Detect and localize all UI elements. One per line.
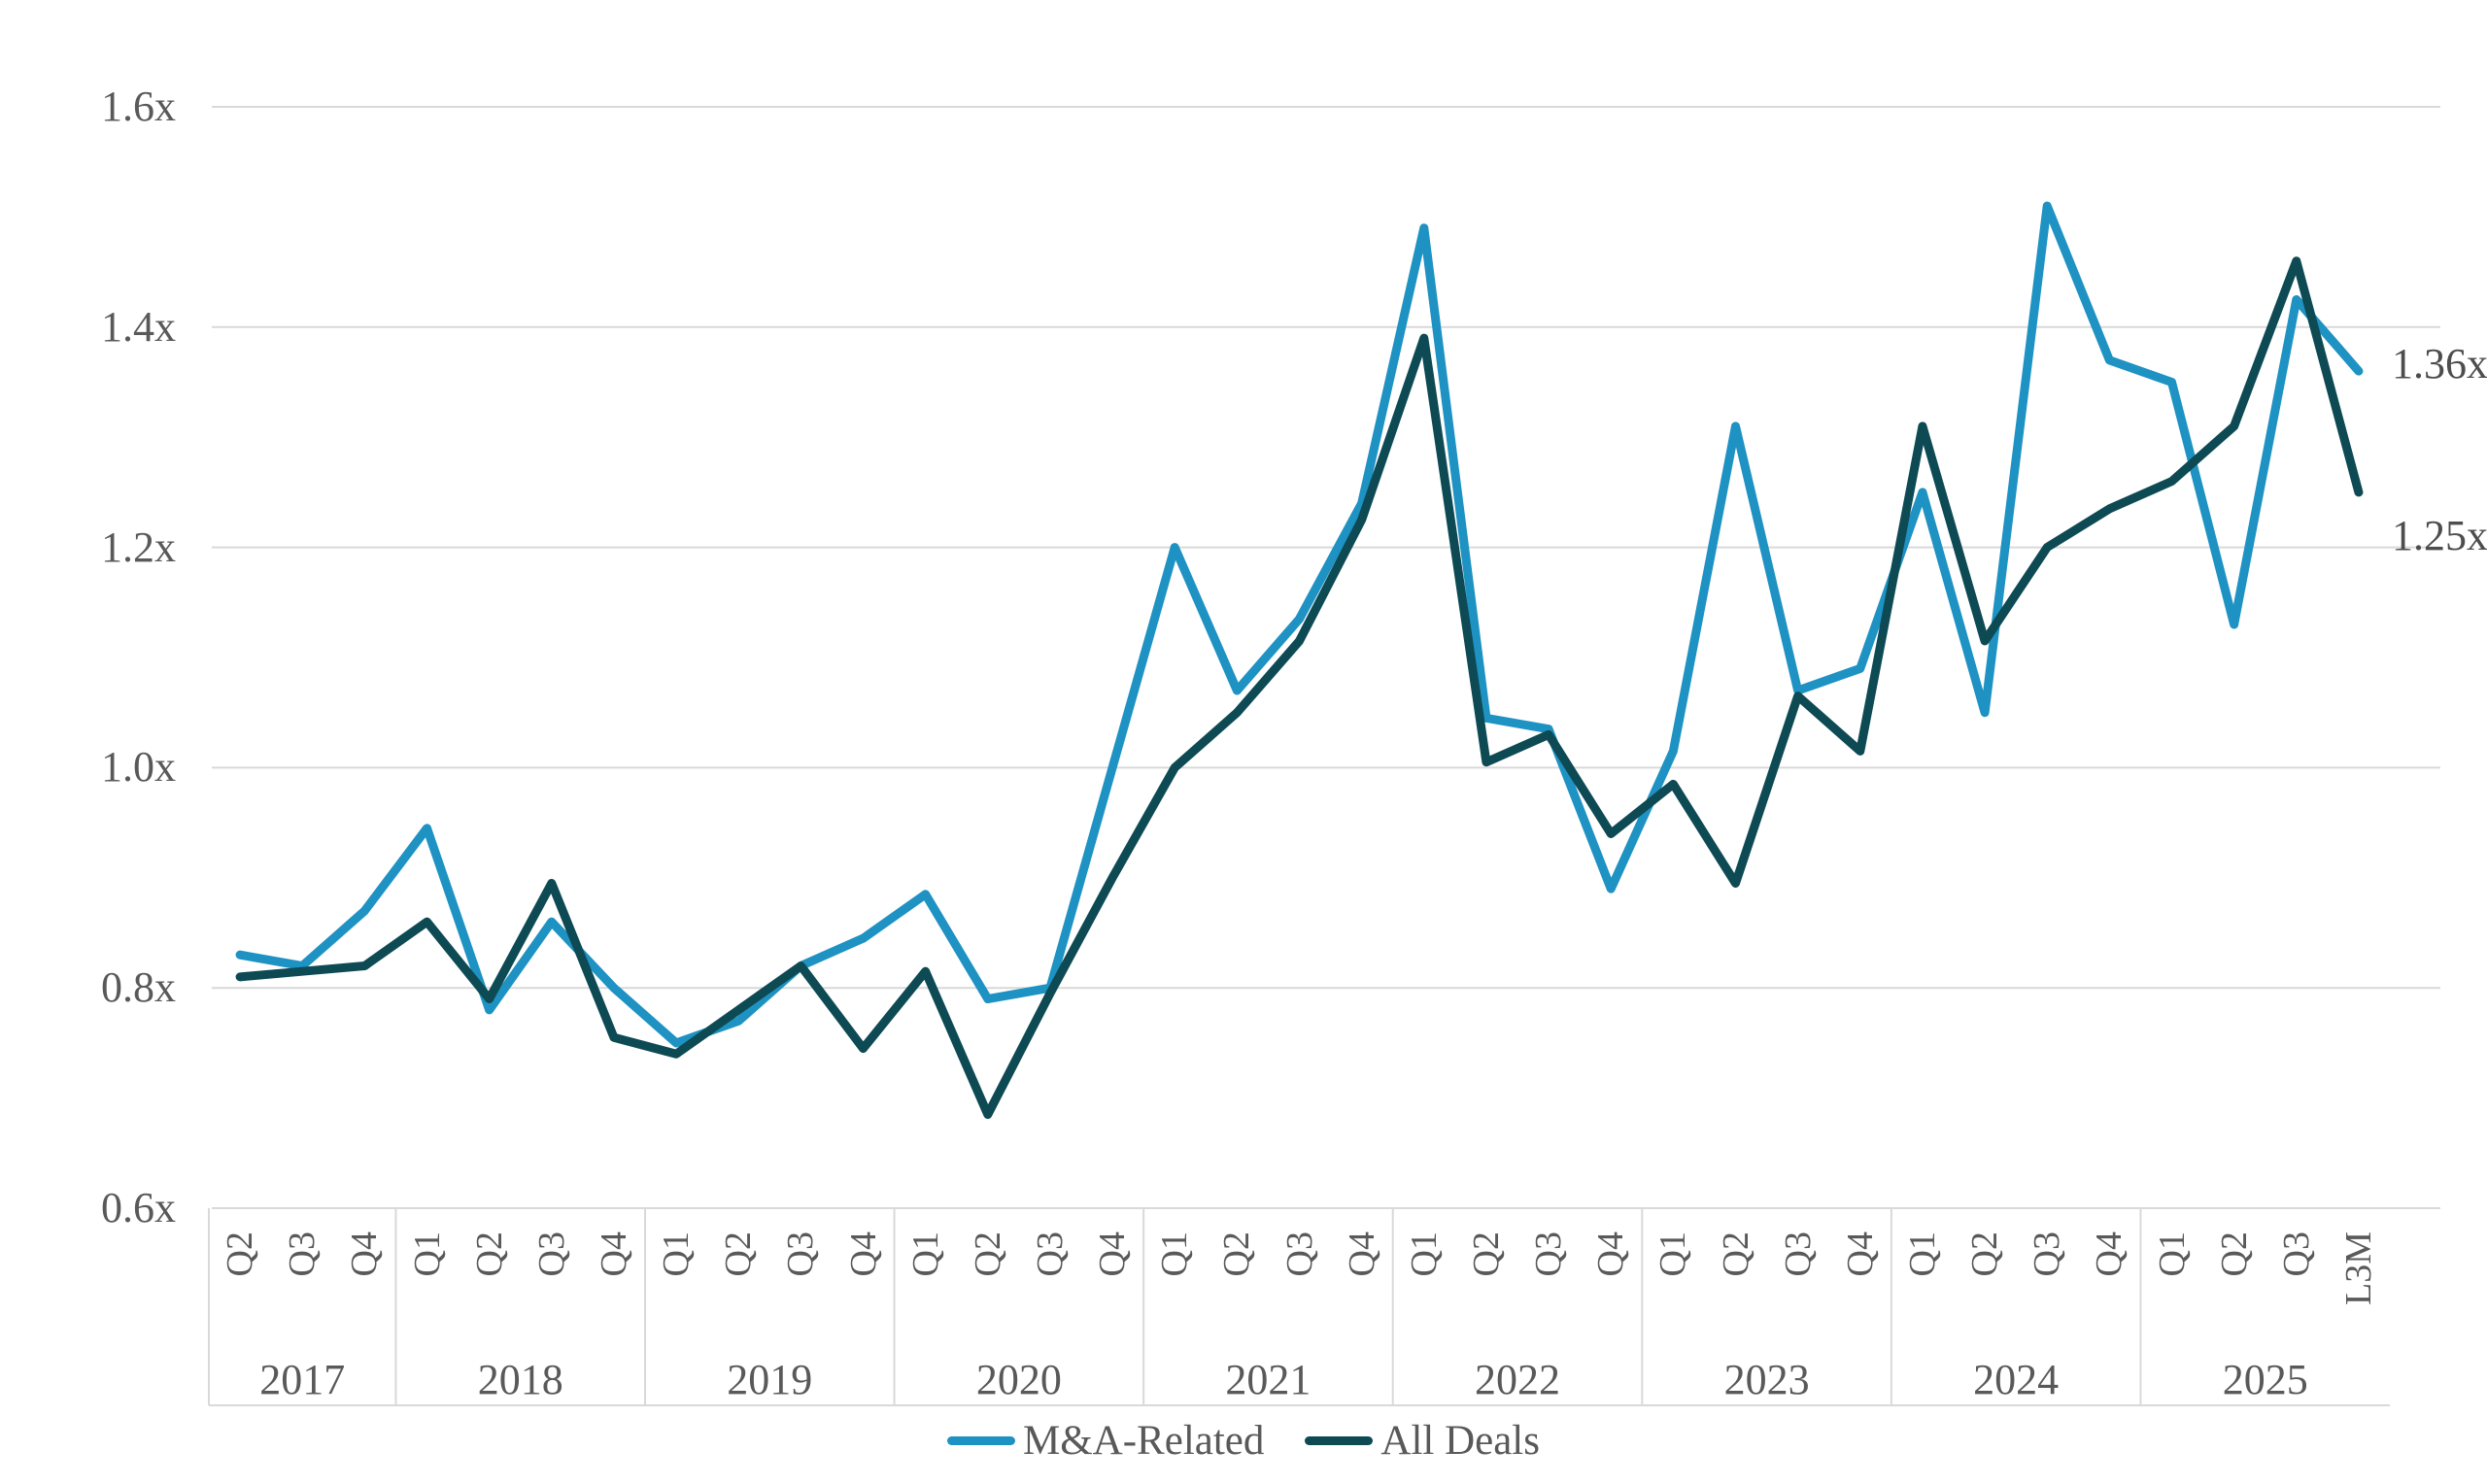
series-end-label-alldeals: 1.25x (2392, 511, 2487, 559)
alldeals-line-swatch-icon (1305, 1435, 1374, 1445)
series-end-label-mna: 1.36x (2392, 340, 2487, 388)
year-label: 2019 (727, 1356, 813, 1403)
chart-legend: M&A-Related All Deals (0, 1413, 2487, 1467)
legend-label-mna: M&A-Related (1023, 1417, 1265, 1464)
legend-item-alldeals: All Deals (1305, 1417, 1540, 1465)
series-line-m-a-related (235, 201, 2364, 1048)
year-label: 2021 (1225, 1356, 1312, 1403)
y-tick-label: 0.6x (101, 1184, 176, 1231)
y-tick-label: 1.4x (101, 302, 176, 351)
year-label: 2024 (1973, 1356, 2060, 1403)
legend-label-alldeals: All Deals (1380, 1417, 1540, 1464)
year-label: 2017 (259, 1356, 346, 1403)
y-tick-label: 1.6x (101, 83, 176, 130)
y-tick-label: 1.0x (101, 743, 176, 792)
year-label: 2025 (2222, 1356, 2308, 1403)
year-label: 2022 (1475, 1356, 1560, 1403)
year-label: 2020 (975, 1356, 1062, 1403)
year-label: 2023 (1723, 1356, 1810, 1403)
series-line-all-deals (235, 256, 2364, 1120)
year-label: 2018 (477, 1356, 563, 1403)
y-tick-label: 1.2x (101, 523, 176, 571)
legend-item-mna: M&A-Related (947, 1417, 1264, 1465)
y-tick-label: 0.8x (101, 963, 176, 1012)
mna-line-swatch-icon (947, 1435, 1015, 1445)
